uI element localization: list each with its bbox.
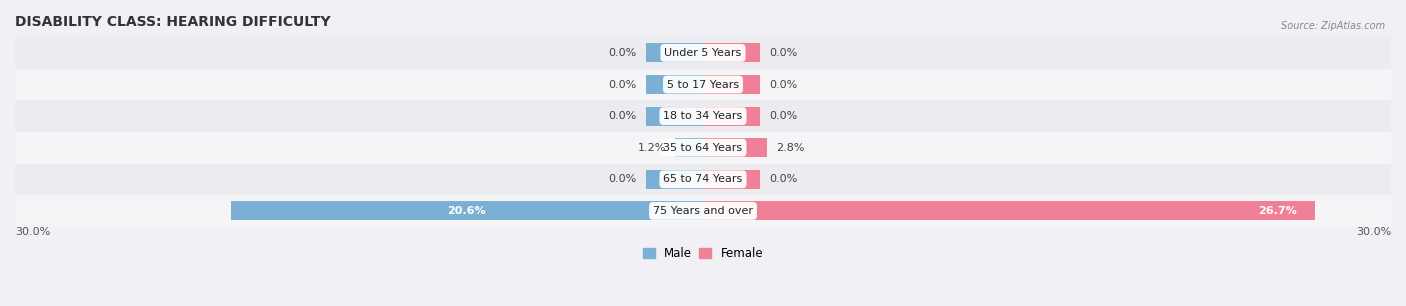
Text: 2.8%: 2.8%	[776, 143, 804, 153]
Bar	[15, 163, 1391, 195]
Text: DISABILITY CLASS: HEARING DIFFICULTY: DISABILITY CLASS: HEARING DIFFICULTY	[15, 15, 330, 29]
Text: 0.0%: 0.0%	[609, 111, 637, 121]
Bar	[645, 75, 703, 94]
Text: 0.0%: 0.0%	[609, 48, 637, 58]
Text: 30.0%: 30.0%	[15, 227, 51, 237]
Text: 35 to 64 Years: 35 to 64 Years	[664, 143, 742, 153]
Bar	[703, 75, 761, 94]
Text: Under 5 Years: Under 5 Years	[665, 48, 741, 58]
Text: 0.0%: 0.0%	[609, 174, 637, 184]
Bar	[703, 138, 768, 157]
Bar	[645, 43, 703, 62]
Bar	[703, 201, 1316, 220]
Bar	[15, 100, 1391, 132]
Text: 0.0%: 0.0%	[609, 80, 637, 90]
Text: 65 to 74 Years: 65 to 74 Years	[664, 174, 742, 184]
Text: 30.0%: 30.0%	[1355, 227, 1391, 237]
Bar	[15, 195, 1391, 227]
Legend: Male, Female: Male, Female	[641, 245, 765, 263]
Bar	[645, 170, 703, 189]
Text: 18 to 34 Years: 18 to 34 Years	[664, 111, 742, 121]
Bar	[703, 106, 761, 125]
Bar	[675, 138, 703, 157]
Text: 5 to 17 Years: 5 to 17 Years	[666, 80, 740, 90]
Text: 20.6%: 20.6%	[447, 206, 486, 216]
Bar	[703, 170, 761, 189]
Text: 0.0%: 0.0%	[769, 80, 797, 90]
Bar	[703, 43, 761, 62]
Bar	[15, 37, 1391, 69]
Text: Source: ZipAtlas.com: Source: ZipAtlas.com	[1281, 21, 1385, 32]
Bar	[15, 132, 1391, 163]
Text: 0.0%: 0.0%	[769, 48, 797, 58]
Text: 1.2%: 1.2%	[638, 143, 666, 153]
Bar	[231, 201, 703, 220]
Text: 75 Years and over: 75 Years and over	[652, 206, 754, 216]
Text: 0.0%: 0.0%	[769, 111, 797, 121]
Text: 0.0%: 0.0%	[769, 174, 797, 184]
Bar	[645, 106, 703, 125]
Bar	[15, 69, 1391, 100]
Text: 26.7%: 26.7%	[1258, 206, 1296, 216]
